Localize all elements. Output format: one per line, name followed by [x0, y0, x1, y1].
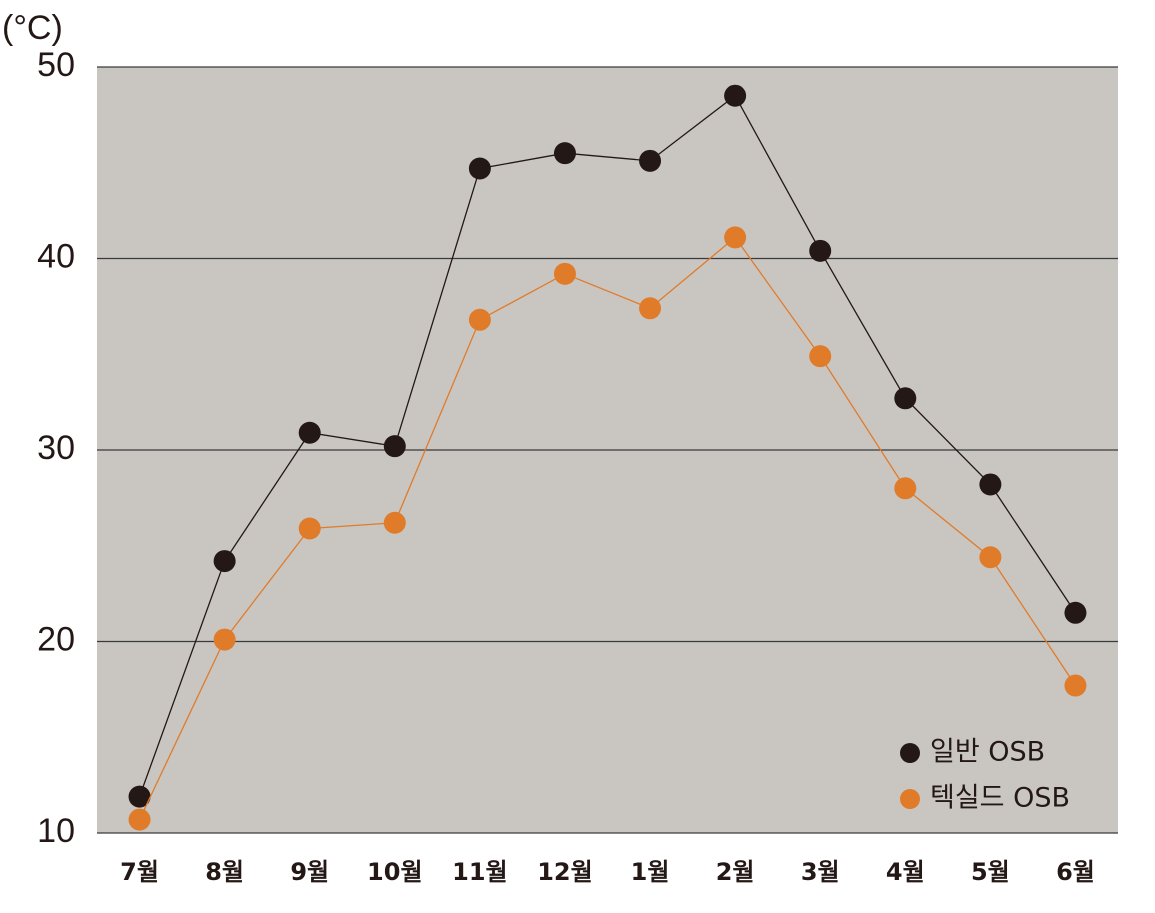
- series-line: [138, 94, 1077, 797]
- y-tick-label: 20: [37, 620, 75, 658]
- data-point: [553, 262, 576, 285]
- data-point: [809, 345, 832, 368]
- legend-label: 텍실드 OSB: [930, 783, 1070, 814]
- data-point: [1064, 674, 1087, 697]
- x-tick-label: 2월: [716, 858, 755, 886]
- x-tick-label: 1월: [631, 858, 670, 886]
- data-point: [894, 477, 917, 500]
- data-point: [383, 435, 406, 458]
- data-point: [128, 785, 151, 808]
- data-point: [298, 421, 321, 444]
- data-point: [298, 517, 321, 540]
- y-tick-label: 10: [37, 812, 75, 850]
- data-point: [894, 387, 917, 410]
- data-point: [639, 149, 662, 172]
- data-point: [979, 546, 1002, 569]
- legend-marker: [900, 789, 920, 809]
- legend-label: 일반 OSB: [930, 737, 1045, 768]
- data-point: [553, 142, 576, 165]
- data-point: [213, 550, 236, 573]
- x-tick-label: 4월: [886, 858, 925, 886]
- x-tick-label: 7월: [120, 858, 159, 886]
- data-point: [468, 157, 491, 180]
- x-tick-label: 8월: [205, 858, 244, 886]
- y-axis-label: (°C): [2, 9, 63, 47]
- data-point: [213, 628, 236, 651]
- data-point: [724, 84, 747, 107]
- x-tick-label: 11월: [452, 858, 507, 886]
- x-tick-label: 5월: [971, 858, 1010, 886]
- data-point: [809, 239, 832, 262]
- data-point: [468, 308, 491, 331]
- data-point: [128, 808, 151, 831]
- series-line: [138, 236, 1077, 820]
- data-point: [979, 473, 1002, 496]
- x-tick-label: 6월: [1056, 858, 1095, 886]
- x-tick-label: 10월: [367, 858, 422, 886]
- y-tick-label: 50: [37, 46, 75, 84]
- x-tick-label: 3월: [801, 858, 840, 886]
- data-point: [639, 297, 662, 320]
- x-tick-label: 9월: [290, 858, 329, 886]
- x-tick-label: 12월: [537, 858, 592, 886]
- legend-marker: [900, 743, 920, 763]
- data-point: [383, 511, 406, 534]
- data-point: [724, 226, 747, 249]
- data-point: [1064, 601, 1087, 624]
- y-tick-label: 40: [37, 237, 75, 275]
- y-tick-label: 30: [37, 429, 75, 467]
